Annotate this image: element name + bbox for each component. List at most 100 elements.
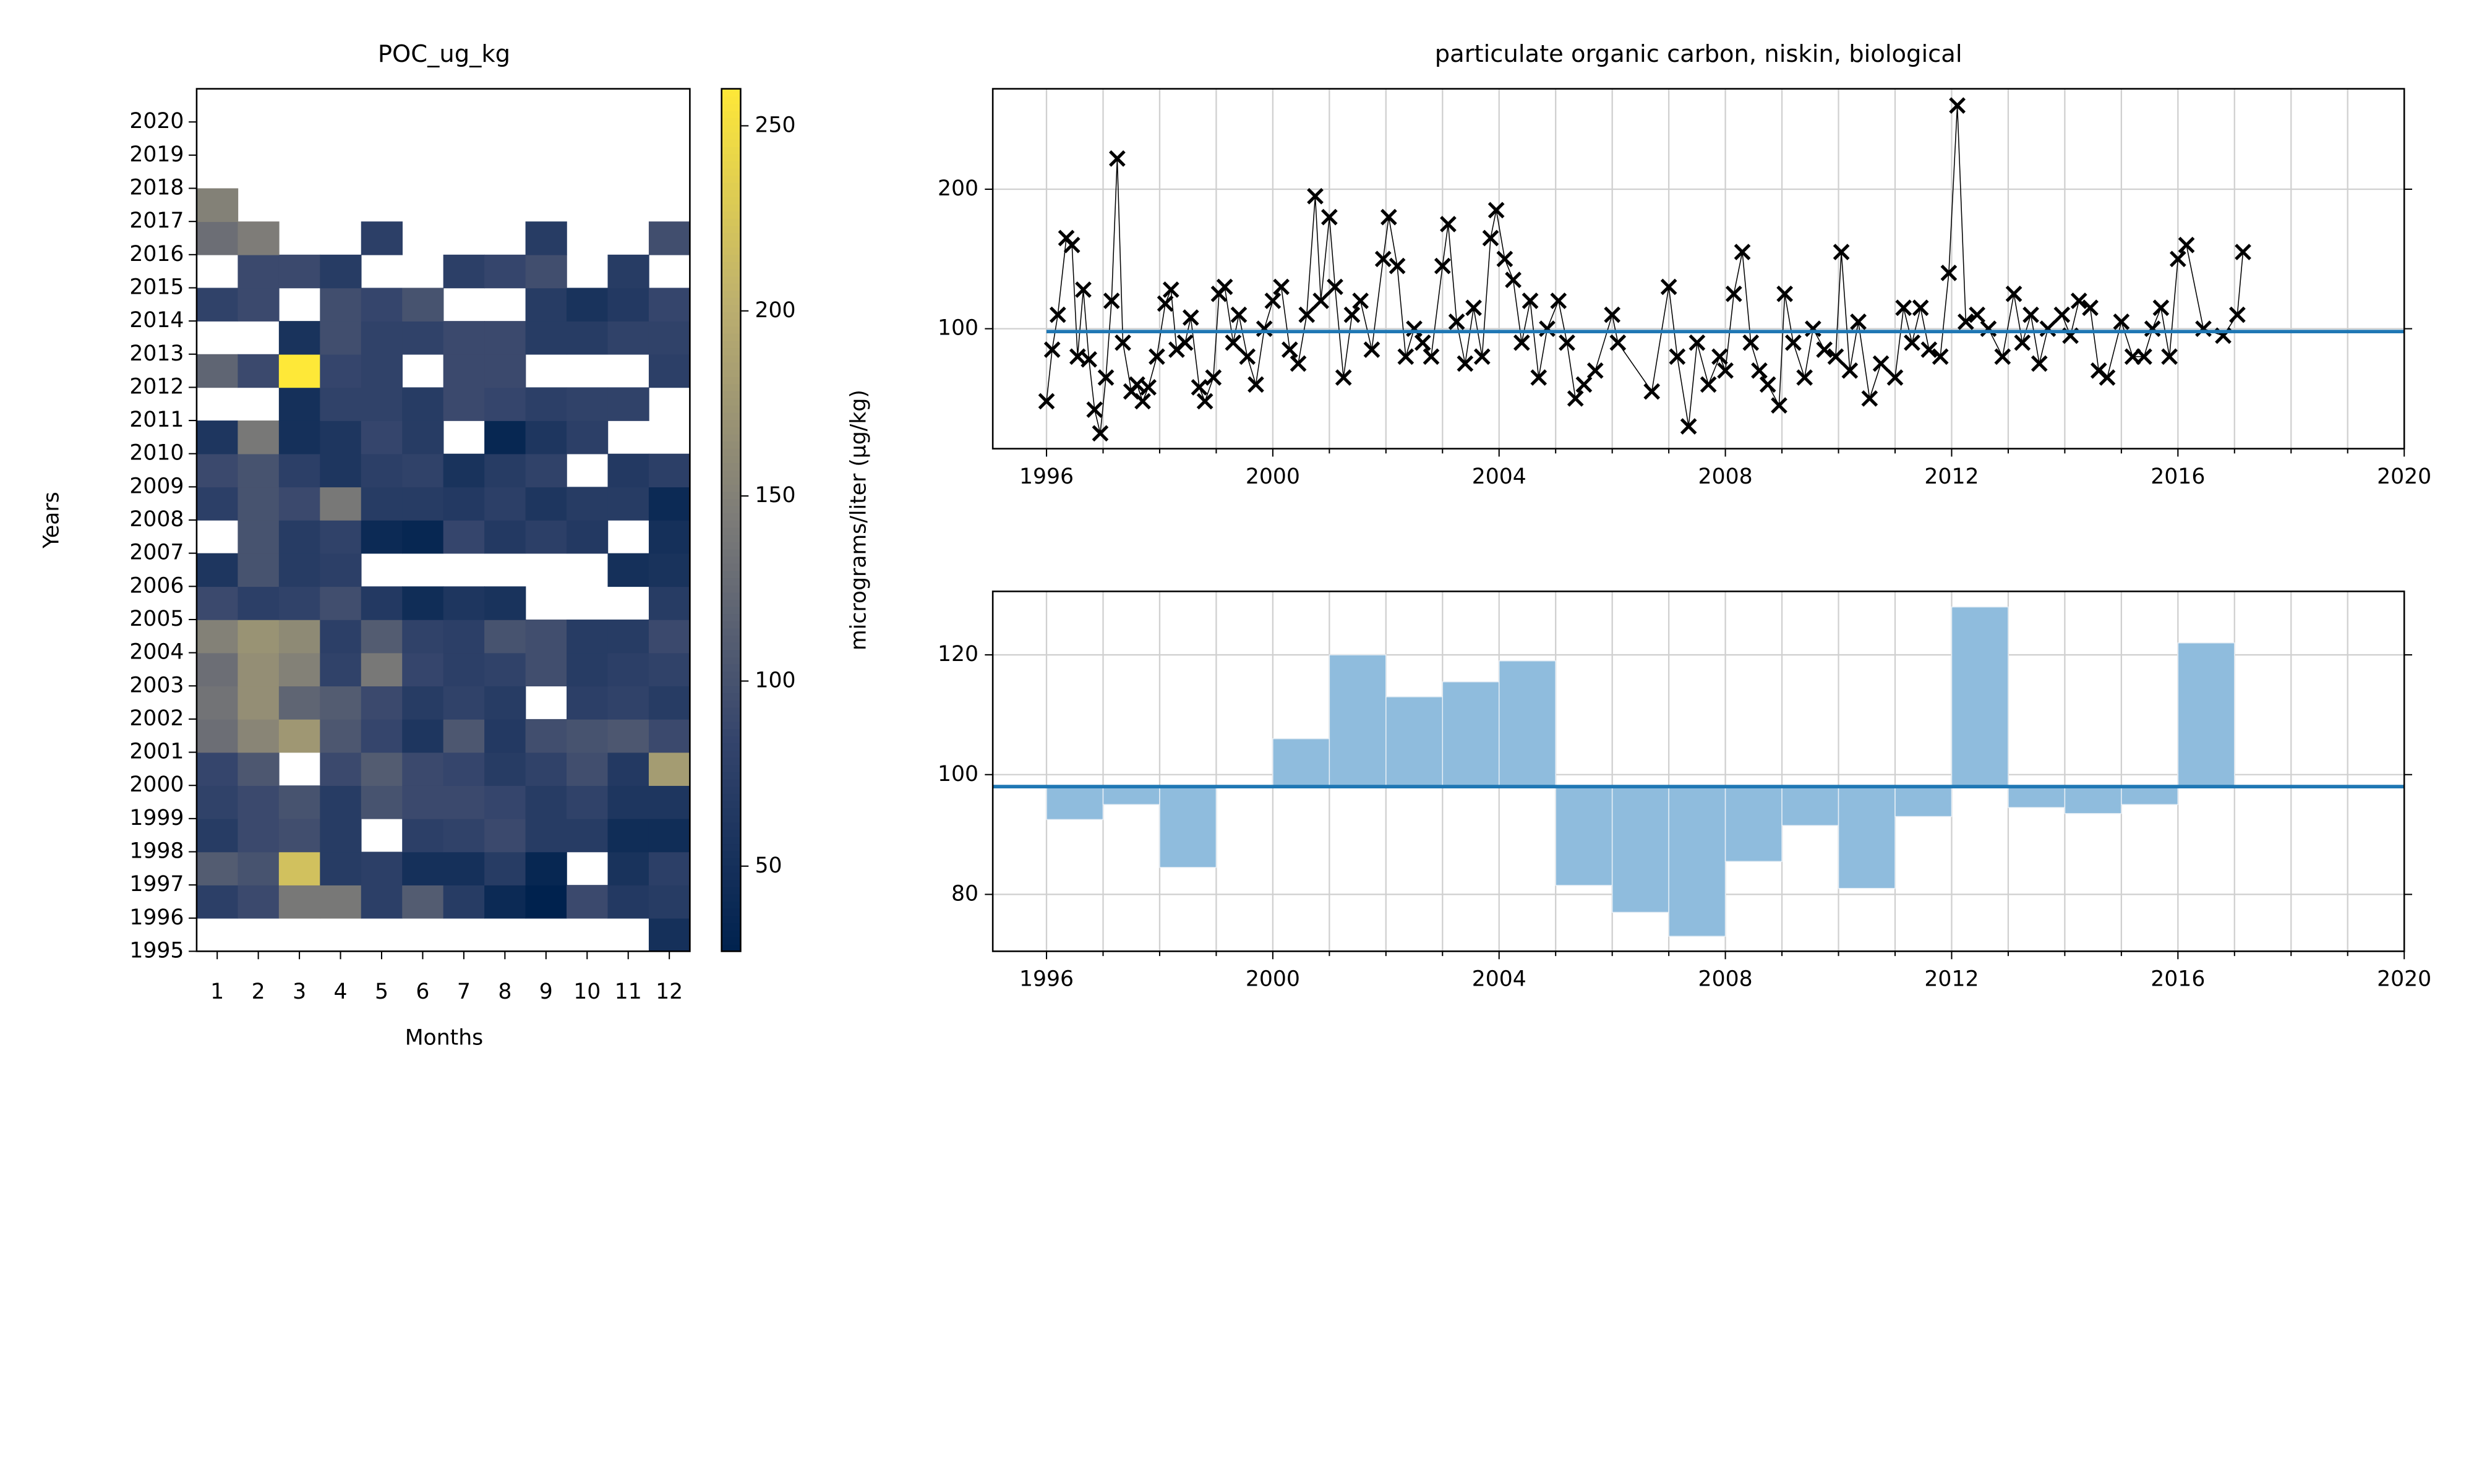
colorbar-tick-label: 200 [755, 298, 796, 323]
y-tick-label: 2015 [129, 275, 184, 299]
y-tick-label: 100 [938, 316, 978, 341]
heatmap-cell [484, 851, 526, 885]
colorbar-slice [721, 944, 741, 952]
colorbar-slice [721, 872, 741, 881]
colorbar-slice [721, 620, 741, 629]
marker [1530, 369, 1547, 386]
y-tick-label: 2001 [129, 740, 184, 764]
heatmap-cell [238, 487, 280, 521]
marker [1717, 362, 1734, 379]
heatmap-cell [196, 619, 239, 654]
colorbar-slice [721, 901, 741, 909]
x-tick-label: 9 [539, 979, 553, 1004]
colorbar-slice [721, 268, 741, 276]
heatmap-cell [484, 321, 526, 355]
colorbar-slice [721, 771, 741, 780]
colorbar-slice [721, 800, 741, 809]
colorbar-slice [721, 707, 741, 715]
x-tick-label: 2 [252, 979, 265, 1004]
heatmap-cell [320, 354, 362, 388]
marker [1049, 306, 1066, 323]
heatmap-cell [648, 719, 691, 753]
marker [1816, 341, 1833, 358]
colorbar-slice [721, 929, 741, 938]
marker [1734, 244, 1751, 260]
colorbar-label: micrograms/liter (µg/kg) [847, 390, 871, 650]
heatmap-cell [320, 586, 362, 620]
colorbar-slice [721, 836, 741, 845]
marker [1700, 376, 1717, 393]
marker [1473, 348, 1491, 365]
colorbar-slice [721, 693, 741, 701]
heatmap-cell [320, 785, 362, 819]
heatmap-cell [278, 586, 321, 620]
marker [1980, 320, 1997, 337]
colorbar-slice [721, 491, 741, 500]
bar [1838, 786, 1896, 889]
marker [1149, 348, 1165, 365]
heatmap-cell [238, 288, 280, 322]
heatmap-cell [443, 885, 485, 919]
y-tick-label: 1999 [129, 806, 184, 830]
heatmap-cell [567, 420, 609, 454]
marker [1689, 334, 1706, 351]
heatmap-cell [320, 487, 362, 521]
heatmap-cell [278, 818, 321, 853]
colorbar-slice [721, 398, 741, 406]
bar [2177, 642, 2235, 787]
heatmap-cell [648, 918, 691, 952]
colorbar-slice [721, 498, 741, 506]
heatmap-cell [361, 321, 403, 355]
heatmap-cell [196, 785, 239, 819]
marker [1550, 292, 1567, 309]
marker [1994, 348, 2011, 365]
x-axis-label: Months [405, 1025, 484, 1050]
heatmap-cell [361, 288, 403, 322]
x-tick-label: 4 [334, 979, 348, 1004]
colorbar-slice [721, 232, 741, 241]
bar [1159, 786, 1217, 868]
colorbar-slice [721, 513, 741, 521]
heatmap-cell [196, 354, 239, 388]
colorbar-slice [721, 383, 741, 391]
heatmap-cell [402, 818, 444, 853]
y-tick-label: 2007 [129, 540, 184, 565]
colorbar-slice [721, 182, 741, 190]
colorbar-slice [721, 239, 741, 248]
marker [1182, 309, 1199, 326]
heatmap-cell [238, 851, 280, 885]
y-tick-label: 120 [938, 642, 978, 667]
marker [1086, 401, 1103, 418]
marker [1363, 341, 1380, 358]
marker [2039, 320, 2057, 337]
colorbar-slice [721, 168, 741, 176]
marker [1465, 299, 1482, 317]
heatmap-cell [443, 354, 485, 388]
heatmap-cell [484, 586, 526, 620]
colorbar-slice [721, 764, 741, 772]
y-tick-label: 2008 [129, 507, 184, 532]
y-tick-label: 2000 [129, 772, 184, 797]
y-tick-label: 2003 [129, 673, 184, 697]
colorbar-slice [721, 592, 741, 600]
bar [1046, 786, 1104, 821]
marker [1264, 292, 1282, 309]
heatmap-cell [402, 321, 444, 355]
heatmap-cell [525, 420, 567, 454]
heatmap-cell [607, 752, 649, 786]
heatmap-cell [361, 520, 403, 554]
marker [2014, 334, 2031, 351]
heatmap-cell [320, 254, 362, 289]
heatmap-cell [648, 851, 691, 885]
colorbar-slice [721, 254, 741, 262]
marker [1162, 281, 1179, 298]
marker [1043, 341, 1061, 358]
colorbar-slice [721, 714, 741, 722]
heatmap-cell [278, 321, 321, 355]
heatmap-cell [238, 420, 280, 454]
marker [1850, 313, 1867, 330]
bar [1442, 681, 1500, 787]
heatmap-cell [402, 686, 444, 720]
heatmap-cell [607, 885, 649, 919]
y-tick-label: 2020 [129, 109, 184, 134]
